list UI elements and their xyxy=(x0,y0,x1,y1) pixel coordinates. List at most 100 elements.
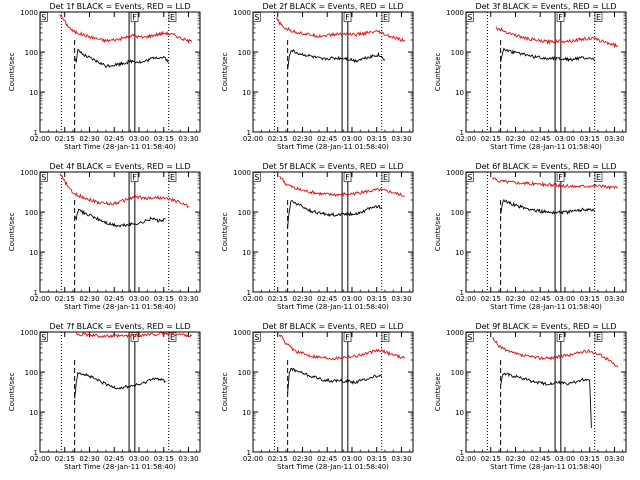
x-tick-label: 03:30 xyxy=(391,295,411,303)
marker-box-flare xyxy=(556,332,565,342)
series-lld xyxy=(278,334,406,361)
x-axis-label: Start Time (28-Jan-11 01:58:40) xyxy=(277,303,389,311)
series-lld xyxy=(275,17,405,43)
y-tick-label: 100 xyxy=(451,49,464,57)
panel-5: Det 5f BLACK = Events, RED = LLD 1 10 100 10… xyxy=(221,162,414,311)
marker-start: S xyxy=(254,13,259,22)
y-tick-label: 10 xyxy=(242,249,251,257)
marker-flare: F xyxy=(132,333,137,342)
marker-box-flare xyxy=(343,172,352,182)
x-tick-label: 03:00 xyxy=(129,135,149,143)
panel-7: Det 7f BLACK = Events, RED = LLD 1 10 100 10… xyxy=(8,322,201,471)
y-tick-label: 100 xyxy=(238,209,251,217)
x-tick-label: 03:00 xyxy=(342,295,362,303)
marker-end: E xyxy=(383,173,388,182)
marker-box-end xyxy=(168,12,177,22)
y-tick-label: 1 xyxy=(34,129,38,137)
marker-box-flare xyxy=(130,12,139,22)
marker-end: E xyxy=(170,13,175,22)
y-tick-label: 10 xyxy=(29,249,38,257)
marker-box-flare xyxy=(556,12,565,22)
y-tick-label: 1000 xyxy=(233,9,251,17)
marker-start: S xyxy=(467,333,472,342)
x-tick-label: 02:00 xyxy=(243,455,263,463)
marker-start: S xyxy=(467,173,472,182)
series-events xyxy=(287,48,386,70)
series-lld xyxy=(492,177,618,190)
series-events xyxy=(500,372,592,428)
x-tick-label: 02:30 xyxy=(79,455,99,463)
marker-box-start xyxy=(466,12,474,22)
series-lld xyxy=(492,336,619,368)
x-tick-label: 03:15 xyxy=(367,455,387,463)
marker-start: S xyxy=(467,13,472,22)
x-axis-label: Start Time (28-Jan-11 01:58:40) xyxy=(277,463,389,471)
x-tick-label: 03:30 xyxy=(391,455,411,463)
y-axis-label: Counts/sec xyxy=(434,213,442,252)
marker-start: S xyxy=(254,333,259,342)
marker-flare: F xyxy=(558,13,563,22)
x-axis-label: Start Time (28-Jan-11 01:58:40) xyxy=(490,303,602,311)
y-tick-label: 1 xyxy=(460,129,464,137)
y-tick-label: 1 xyxy=(460,289,464,297)
x-tick-label: 03:00 xyxy=(129,295,149,303)
x-tick-label: 03:15 xyxy=(154,295,174,303)
marker-start: S xyxy=(41,173,46,182)
marker-end: E xyxy=(383,333,388,342)
y-tick-label: 10 xyxy=(29,409,38,417)
x-tick-label: 03:15 xyxy=(580,295,600,303)
y-tick-label: 1 xyxy=(34,289,38,297)
plot-frame xyxy=(39,331,201,453)
panel-title: Det 5f BLACK = Events, RED = LLD xyxy=(262,162,403,171)
x-tick-label: 03:00 xyxy=(555,295,575,303)
x-tick-label: 02:30 xyxy=(292,135,312,143)
x-tick-label: 03:15 xyxy=(154,455,174,463)
marker-box-flare xyxy=(556,172,565,182)
x-tick-label: 02:15 xyxy=(268,295,288,303)
x-tick-label: 02:15 xyxy=(268,455,288,463)
x-tick-label: 03:30 xyxy=(178,455,198,463)
series-events xyxy=(74,371,166,399)
y-tick-label: 10 xyxy=(455,89,464,97)
x-tick-label: 03:30 xyxy=(604,135,624,143)
y-axis-label: Counts/sec xyxy=(434,53,442,92)
marker-box-start xyxy=(466,332,474,342)
panel-title: Det 7f BLACK = Events, RED = LLD xyxy=(49,322,190,331)
plot-frame xyxy=(252,171,414,293)
marker-start: S xyxy=(41,13,46,22)
marker-box-end xyxy=(594,332,603,342)
series-lld xyxy=(59,173,189,209)
marker-box-start xyxy=(253,332,261,342)
y-tick-label: 100 xyxy=(25,49,38,57)
panel-1: Det 1f BLACK = Events, RED = LLD 1 10 100 10… xyxy=(8,2,201,151)
x-tick-label: 03:15 xyxy=(580,455,600,463)
marker-box-end xyxy=(594,172,603,182)
x-tick-label: 03:15 xyxy=(367,135,387,143)
x-axis-label: Start Time (28-Jan-11 01:58:40) xyxy=(64,303,176,311)
marker-flare: F xyxy=(345,173,350,182)
y-axis-label: Counts/sec xyxy=(8,213,16,252)
plot-frame xyxy=(465,171,627,293)
y-tick-label: 1000 xyxy=(233,329,251,337)
x-tick-label: 02:15 xyxy=(481,135,501,143)
panel-title: Det 8f BLACK = Events, RED = LLD xyxy=(262,322,403,331)
series-lld xyxy=(75,331,193,339)
x-axis-label: Start Time (28-Jan-11 01:58:40) xyxy=(277,143,389,151)
x-axis-label: Start Time (28-Jan-11 01:58:40) xyxy=(64,143,176,151)
x-tick-label: 02:00 xyxy=(456,455,476,463)
x-tick-label: 03:00 xyxy=(555,455,575,463)
panel-title: Det 1f BLACK = Events, RED = LLD xyxy=(49,2,190,11)
x-tick-label: 02:15 xyxy=(481,295,501,303)
marker-box-start xyxy=(253,172,261,182)
y-tick-label: 1 xyxy=(247,449,251,457)
x-tick-label: 02:30 xyxy=(79,295,99,303)
x-axis-label: Start Time (28-Jan-11 01:58:40) xyxy=(490,143,602,151)
x-axis-label: Start Time (28-Jan-11 01:58:40) xyxy=(64,463,176,471)
marker-end: E xyxy=(383,13,388,22)
y-tick-label: 100 xyxy=(25,369,38,377)
x-tick-label: 02:00 xyxy=(30,295,50,303)
x-tick-label: 03:15 xyxy=(580,135,600,143)
x-tick-label: 02:30 xyxy=(292,295,312,303)
x-tick-label: 03:15 xyxy=(154,135,174,143)
series-lld xyxy=(495,26,619,49)
